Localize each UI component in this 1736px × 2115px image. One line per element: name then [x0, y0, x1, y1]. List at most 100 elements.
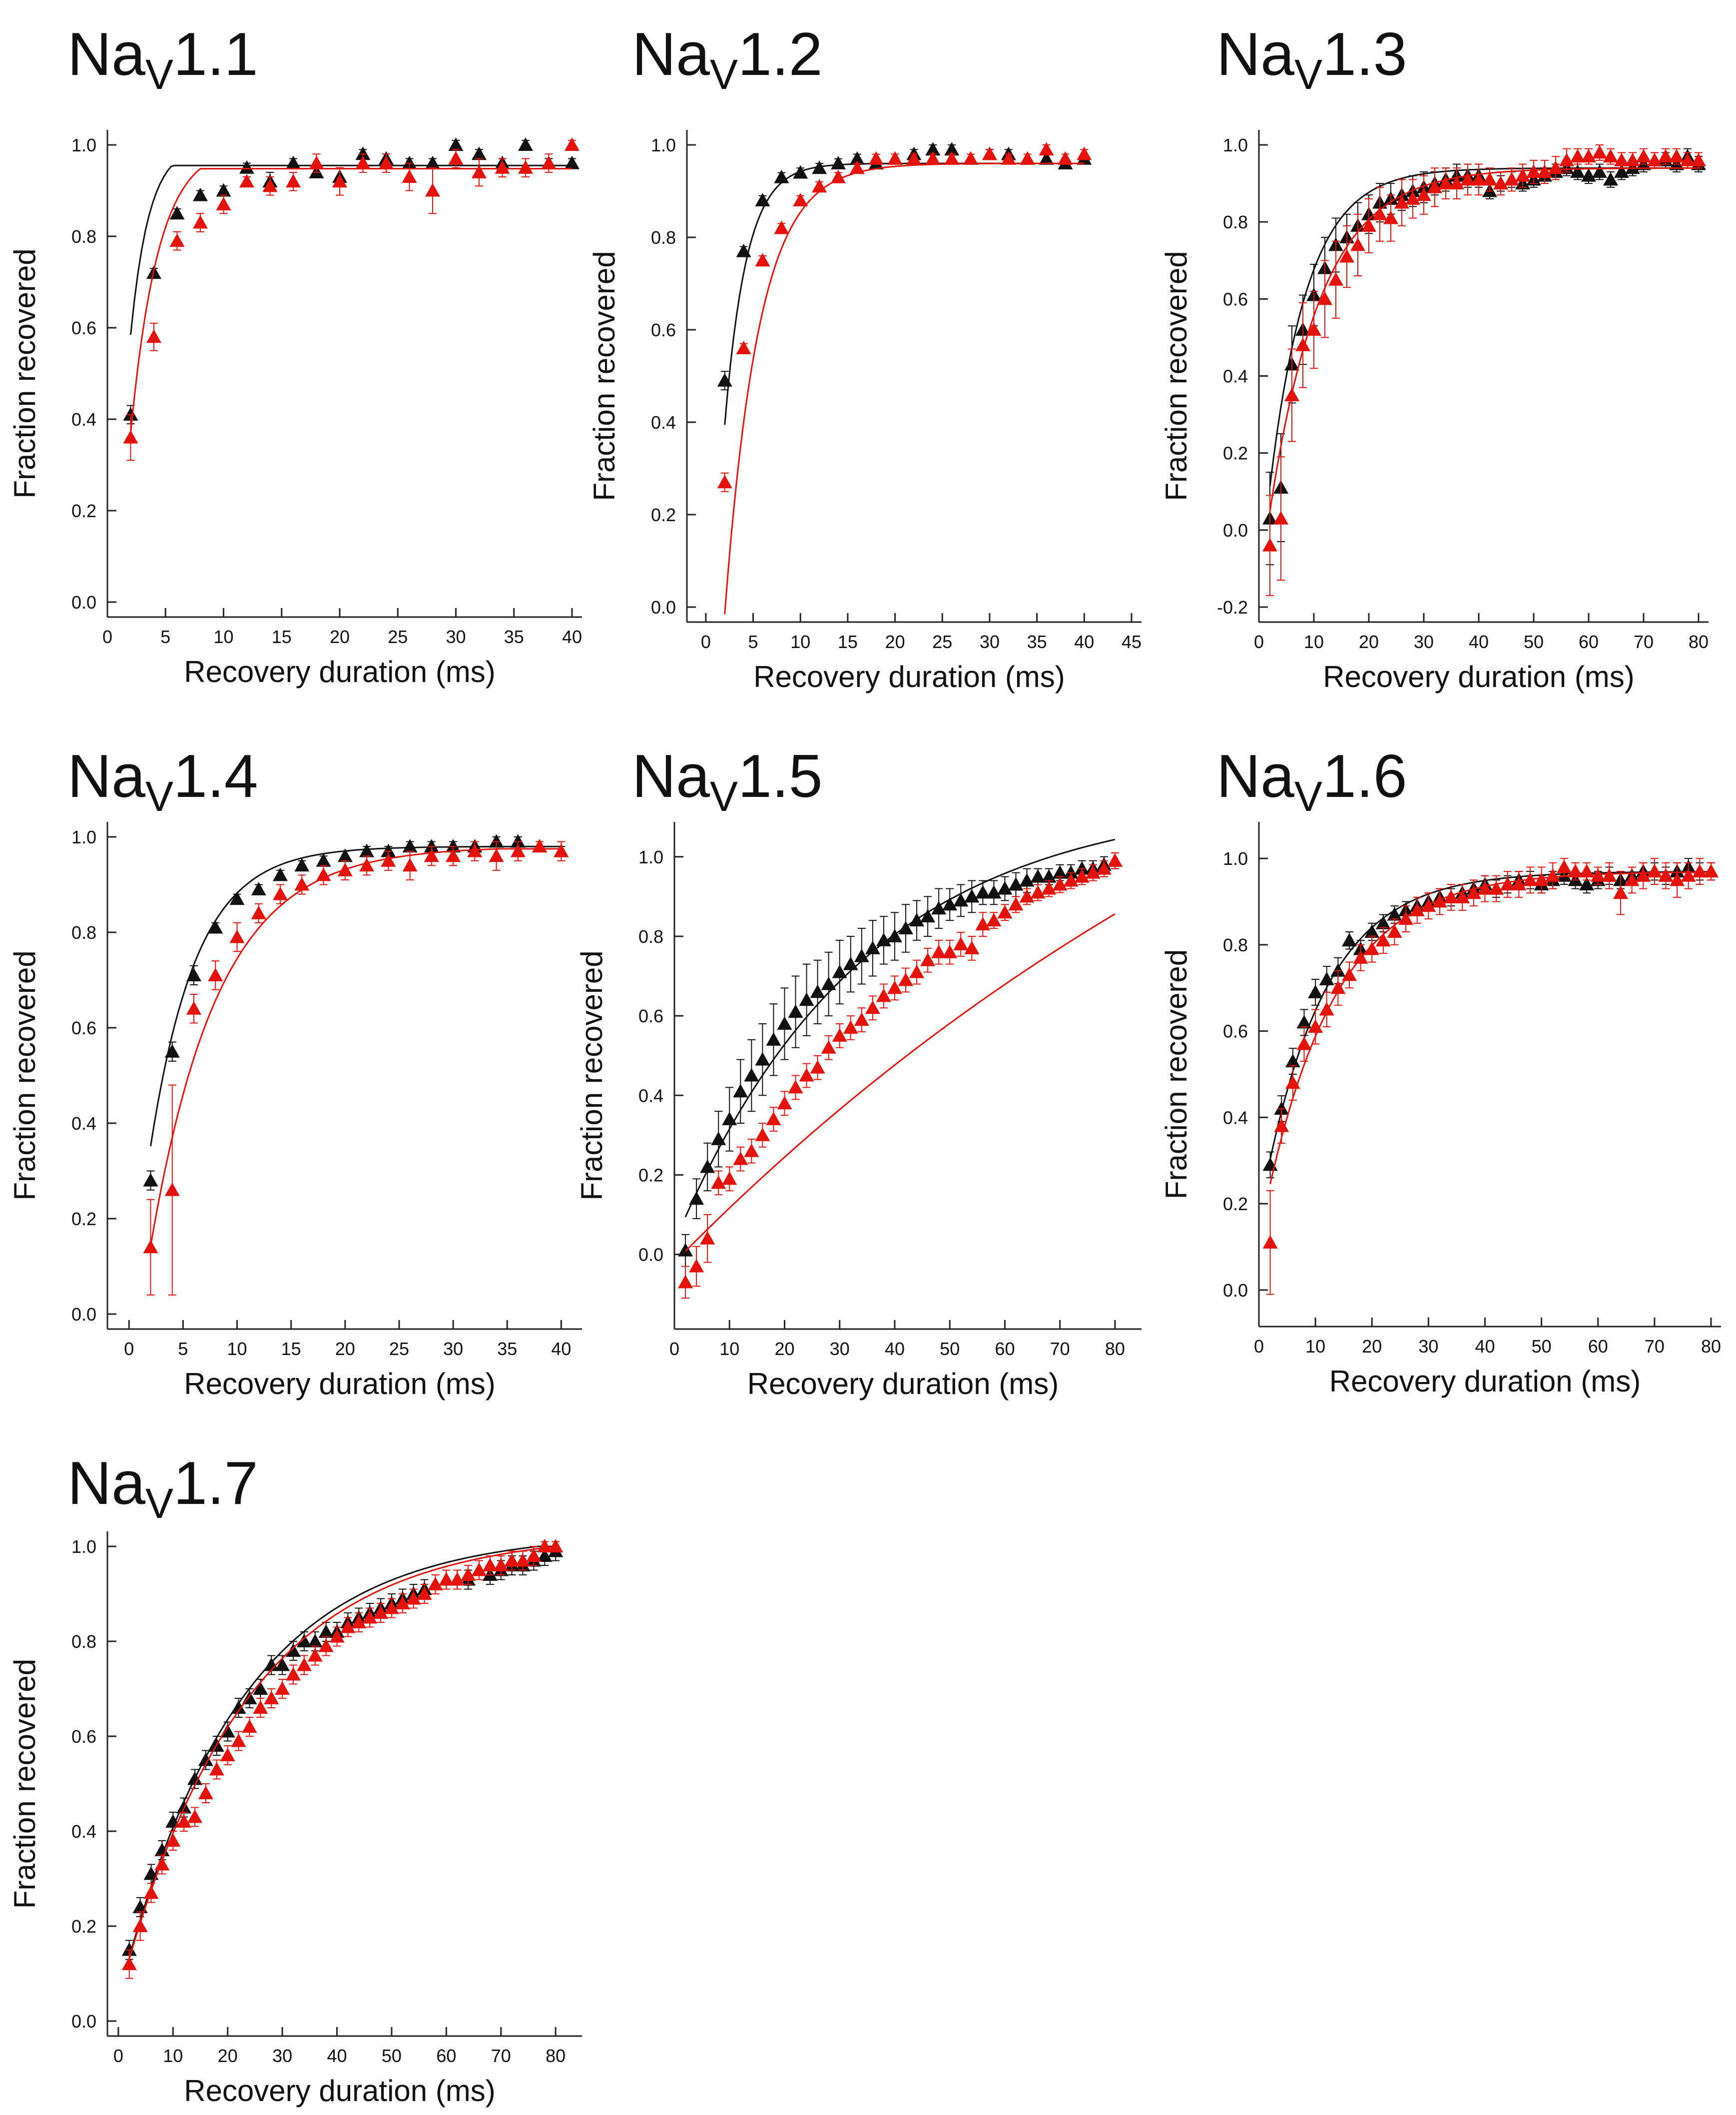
x-axis-label: Recovery duration (ms): [747, 1367, 1059, 1401]
data-point-black: [793, 165, 808, 179]
x-axis-label: Recovery duration (ms): [184, 1367, 496, 1401]
data-point-red: [329, 1629, 345, 1643]
data-point-red: [963, 151, 979, 165]
data-point-red: [887, 151, 903, 165]
chart-title: NaV1.6: [1216, 742, 1407, 820]
data-point-black: [121, 1942, 137, 1956]
y-tick-label: 0.2: [651, 505, 676, 525]
data-point-red: [1449, 176, 1464, 190]
x-tick-label: 5: [748, 632, 758, 652]
fit-curve-black: [684, 838, 1116, 1218]
data-point-red: [1704, 864, 1719, 878]
fit-curve-black: [1269, 167, 1699, 487]
data-point-red: [1443, 889, 1459, 903]
data-point-red: [1317, 291, 1332, 305]
data-point-red: [1670, 872, 1685, 886]
x-tick-label: 20: [774, 1339, 794, 1359]
data-point-red: [1306, 322, 1321, 336]
data-point-red: [1515, 168, 1530, 182]
data-point-red: [1658, 149, 1673, 163]
data-point-red: [253, 1700, 268, 1714]
x-tick-label: 40: [327, 2046, 347, 2066]
data-point-black: [717, 373, 732, 387]
y-tick-label: 0.6: [651, 320, 676, 340]
data-point-red: [906, 151, 922, 165]
data-point-red: [262, 178, 278, 192]
data-point-black: [318, 1624, 334, 1638]
data-point-red: [198, 1786, 213, 1799]
data-point-black: [316, 853, 331, 867]
data-point-red: [351, 1615, 367, 1628]
data-point-black: [1019, 873, 1035, 887]
data-point-red: [515, 1553, 531, 1567]
data-point-black: [788, 1004, 803, 1018]
data-point-black: [275, 1657, 290, 1671]
data-point-black: [766, 1032, 781, 1046]
data-point-red: [359, 858, 375, 872]
x-tick-label: 25: [388, 627, 408, 647]
data-point-black: [123, 407, 138, 421]
data-point-black: [1603, 172, 1618, 186]
fit-curve-red: [684, 913, 1116, 1252]
x-tick-label: 40: [885, 1339, 905, 1359]
x-tick-label: 40: [562, 627, 582, 647]
data-point-black: [381, 843, 396, 857]
data-point-black: [286, 155, 301, 169]
chart-panel-nav16: NaV1.6 0.0 0.2 0.4 0.6 0.8 1.0 0 10 20 30 40 50 60 70 8…: [1159, 742, 1721, 1398]
data-point-black: [143, 1866, 159, 1880]
y-tick-label: 0.2: [638, 1165, 663, 1185]
x-tick-label: 60: [1588, 1336, 1608, 1357]
data-point-red: [1537, 164, 1552, 178]
data-point-red: [1438, 176, 1453, 190]
data-point-red: [526, 1548, 542, 1562]
x-tick-label: 30: [830, 1339, 850, 1359]
y-tick-label: 0.6: [1223, 289, 1248, 309]
chart-title: NaV1.3: [1216, 20, 1407, 98]
x-tick-label: 10: [790, 632, 810, 652]
data-point-red: [1647, 864, 1662, 878]
data-point-black: [865, 940, 880, 954]
data-point-red: [1545, 868, 1561, 882]
data-point-red: [406, 1591, 421, 1605]
chart-panel-nav12: NaV1.2 0.0 0.2 0.4 0.6 0.8 1.0 0 5 10 15 20 25 30 35 40…: [587, 20, 1142, 694]
data-point-black: [920, 909, 936, 923]
data-point-red: [876, 988, 891, 1002]
data-point-red: [887, 980, 902, 994]
x-tick-label: 10: [719, 1339, 739, 1359]
y-tick-label: 0.8: [71, 226, 96, 247]
data-point-red: [843, 1020, 858, 1034]
data-point-red: [1019, 889, 1035, 903]
data-point-red: [1692, 864, 1708, 878]
data-point-red: [1008, 897, 1024, 911]
data-point-red: [132, 1919, 148, 1932]
y-tick-label: 0.6: [638, 1006, 663, 1026]
y-tick-label: 0.0: [71, 592, 96, 613]
data-point-red: [164, 1182, 180, 1196]
chart-title: NaV1.1: [67, 20, 258, 98]
data-point-red: [1372, 206, 1387, 220]
data-point-black: [774, 169, 789, 183]
data-point-black: [355, 146, 371, 160]
data-point-red: [868, 151, 884, 165]
data-point-red: [296, 1657, 312, 1671]
data-point-red: [1262, 538, 1277, 552]
data-point-red: [504, 1553, 520, 1567]
data-point-black: [1387, 907, 1402, 921]
data-point-red: [997, 905, 1013, 919]
data-point-black: [744, 1068, 759, 1082]
data-point-red: [1361, 218, 1376, 232]
x-tick-label: 40: [551, 1339, 571, 1359]
data-point-red: [510, 843, 526, 857]
data-point-red: [722, 1171, 737, 1185]
data-point-red: [1398, 911, 1414, 925]
data-point-black: [1039, 151, 1054, 165]
x-tick-label: 80: [546, 2046, 566, 2066]
data-point-red: [1085, 865, 1101, 879]
x-tick-label: 0: [1254, 632, 1264, 652]
fit-curve-black: [150, 845, 562, 1147]
chart-title: NaV1.4: [67, 742, 258, 820]
data-point-black: [296, 1634, 312, 1647]
x-tick-label: 80: [1689, 632, 1709, 652]
data-point-red: [541, 155, 557, 169]
data-point-red: [1602, 868, 1617, 882]
